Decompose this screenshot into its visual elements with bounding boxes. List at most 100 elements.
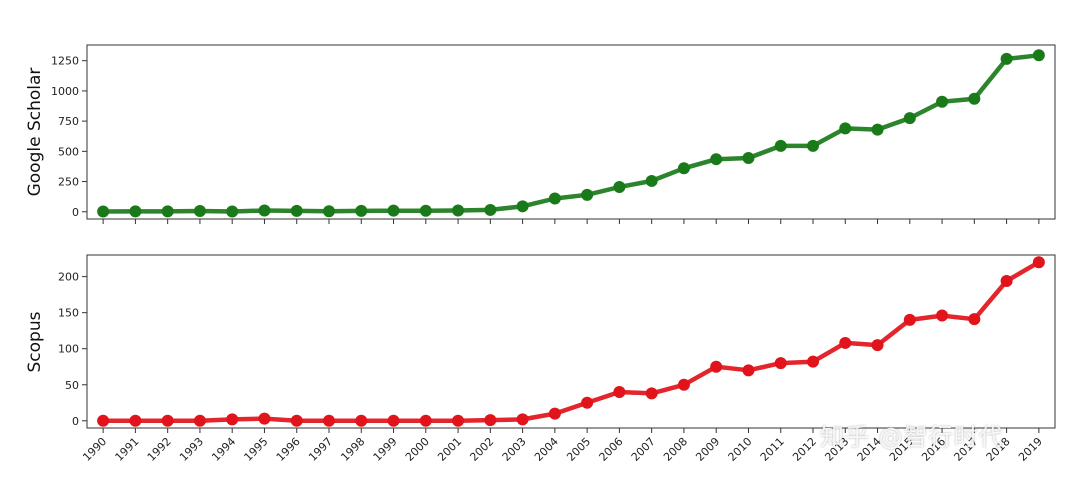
y-tick-label: 500 [58, 145, 79, 158]
data-point [839, 336, 852, 349]
x-tick-label: 2009 [693, 435, 722, 464]
data-point [516, 413, 529, 426]
data-point [226, 205, 239, 218]
data-point [484, 203, 497, 216]
y-tick-label: 0 [72, 206, 79, 219]
x-tick-label: 1991 [113, 435, 142, 464]
y-tick-label: 150 [58, 307, 79, 320]
data-point [97, 205, 110, 218]
data-point [774, 139, 787, 152]
data-point [161, 205, 174, 218]
data-point [871, 123, 884, 136]
data-point [323, 414, 335, 427]
data-point [193, 414, 206, 427]
x-tick-label: 1999 [371, 435, 400, 464]
x-tick-label: 1994 [209, 435, 238, 464]
data-point [484, 414, 497, 427]
data-point [258, 204, 271, 217]
data-point [516, 200, 529, 213]
plot-frame [86, 254, 1056, 429]
y-tick-label: 50 [65, 379, 79, 392]
y-axis-label: Scopus [25, 311, 45, 372]
data-point [871, 339, 884, 352]
data-point [355, 204, 368, 217]
x-tick-label: 2003 [500, 435, 529, 464]
data-point [290, 414, 303, 427]
x-tick-label: 2000 [403, 435, 432, 464]
data-point [1000, 274, 1013, 287]
scopus-panel: 0 50 100 150 200 Scopus [25, 254, 1056, 433]
data-point [419, 414, 432, 427]
data-point [1000, 52, 1013, 65]
data-point [193, 205, 206, 218]
x-tick-label: 1995 [242, 435, 271, 464]
data-point [161, 414, 174, 427]
data-point [807, 355, 819, 368]
data-point [581, 188, 594, 201]
x-tick-label: 2004 [532, 435, 561, 464]
y-tick-label: 0 [72, 415, 79, 428]
x-tick-label: 1998 [338, 435, 367, 464]
data-point [613, 180, 626, 193]
data-point [968, 92, 981, 105]
data-point [710, 153, 723, 166]
data-point [742, 364, 755, 377]
data-point [290, 204, 303, 217]
data-point [677, 378, 690, 391]
data-point [387, 414, 400, 427]
data-point [645, 174, 658, 187]
plot-frame [86, 44, 1056, 220]
x-tick-label: 2005 [564, 435, 593, 464]
data-point [387, 204, 400, 217]
x-tick-label: 1993 [177, 435, 206, 464]
data-point [258, 412, 271, 425]
x-tick-label: 2011 [758, 435, 787, 464]
google-scholar-panel: 0 250 500 750 1000 1250 Google Scholar [25, 44, 1056, 224]
data-point [548, 407, 561, 420]
y-axis-label: Google Scholar [25, 68, 45, 197]
data-point [774, 357, 787, 370]
data-point [936, 309, 949, 322]
x-tick-label: 2008 [661, 435, 690, 464]
data-point [129, 205, 142, 218]
data-point [355, 414, 368, 427]
x-tick-label: 2001 [435, 435, 464, 464]
data-point [903, 313, 916, 326]
x-tick-label: 2007 [629, 435, 658, 464]
data-point [677, 162, 690, 175]
y-tick-label: 1000 [51, 85, 79, 98]
x-tick-label: 2010 [726, 435, 755, 464]
data-point [1032, 256, 1045, 269]
data-point [936, 95, 949, 108]
x-tick-label: 1992 [145, 435, 174, 464]
data-point [452, 204, 465, 217]
data-point [226, 413, 239, 426]
x-tick-label: 2002 [467, 435, 496, 464]
data-point [452, 414, 465, 427]
data-point [710, 360, 723, 373]
data-point [968, 313, 981, 326]
x-tick-label: 1990 [80, 435, 109, 464]
data-point [903, 112, 916, 125]
data-point [97, 414, 110, 427]
series-line [100, 53, 1042, 214]
y-tick-label: 250 [58, 176, 79, 189]
data-point [645, 387, 658, 400]
data-point [548, 192, 561, 205]
x-tick-label: 2006 [597, 435, 626, 464]
data-point [807, 139, 819, 152]
x-tick-label: 2012 [790, 435, 819, 464]
data-point [613, 385, 626, 398]
x-tick-label: 1996 [274, 435, 303, 464]
data-point [1032, 49, 1045, 62]
x-tick-label: 2019 [1016, 435, 1045, 464]
series-line [100, 259, 1042, 424]
data-point [323, 205, 335, 218]
data-point [839, 122, 852, 135]
data-point [742, 151, 755, 164]
y-tick-label: 750 [58, 115, 79, 128]
data-point [419, 204, 432, 217]
data-point [129, 414, 142, 427]
y-tick-label: 1250 [51, 55, 79, 68]
